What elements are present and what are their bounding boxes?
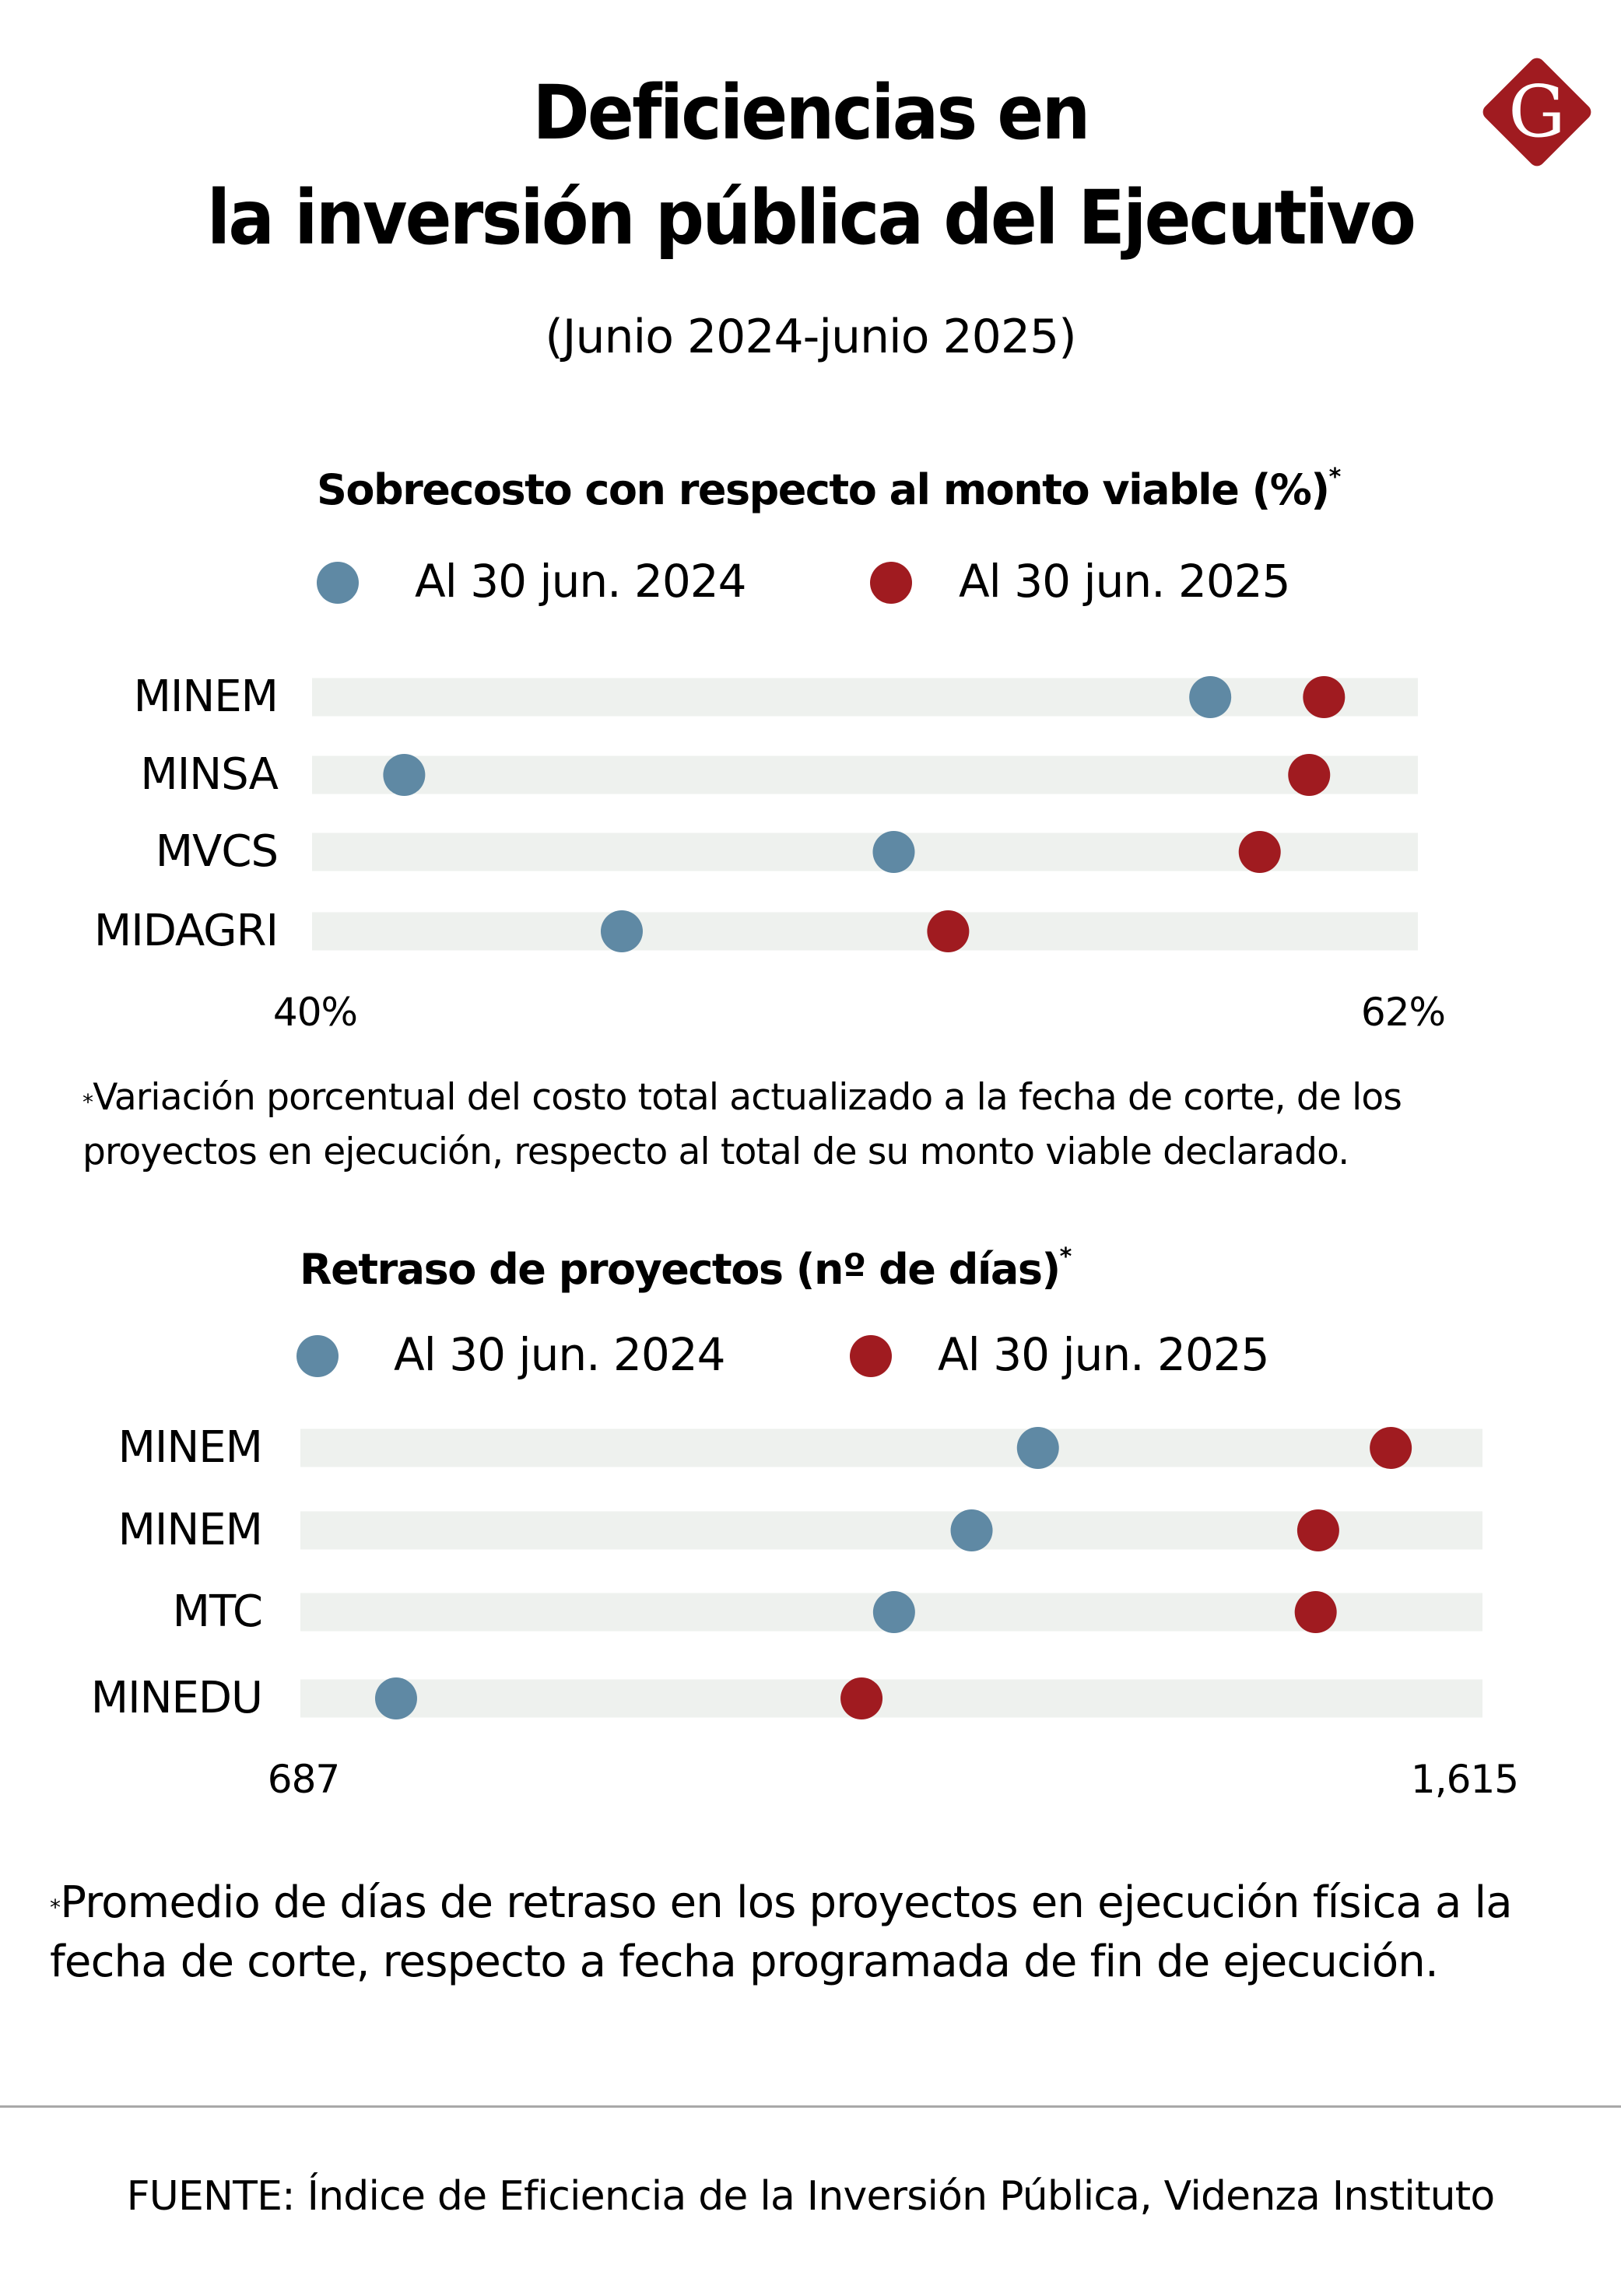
chart2-dot-2024-1 [950, 1509, 993, 1551]
chart1-footnote-line-2: proyectos en ejecución, respecto al tota… [82, 1130, 1349, 1173]
chart2-dot-2025-3 [840, 1677, 883, 1719]
chart2-track-0 [300, 1428, 1482, 1467]
chart1-legend-label-2025: Al 30 jun. 2025 [959, 555, 1291, 608]
chart1-footnote-line-1: *Variación porcentual del costo total ac… [82, 1071, 1402, 1125]
chart1-dot-2024-2 [872, 831, 915, 873]
chart2-dot-2025-0 [1370, 1427, 1412, 1469]
chart1-dot-2024-1 [383, 754, 426, 796]
chart2-dot-2024-3 [374, 1677, 417, 1719]
chart2-footnote-marker: * [50, 1895, 61, 1920]
chart2-tick-max: 1,615 [1410, 1757, 1519, 1802]
chart1-tick-max: 62% [1360, 990, 1446, 1035]
chart1-row-label-2: MVCS [155, 826, 279, 877]
chart2-title-text: Retraso de proyectos (nº de días) [300, 1245, 1061, 1294]
chart1-row-label-1: MINSA [140, 749, 279, 800]
chart1-tick-min: 40% [272, 990, 358, 1035]
logo-diamond [1482, 58, 1591, 167]
chart1-dot-2024-0 [1189, 676, 1232, 718]
chart2-row-label-1: MINEM [118, 1505, 263, 1555]
chart1-title: Sobrecosto con respecto al monto viable … [317, 466, 1341, 511]
chart1-track-0 [312, 678, 1418, 717]
title-line-2: la inversión pública del Ejecutivo [206, 174, 1416, 261]
chart1-dot-2024-3 [600, 910, 643, 952]
subtitle: (Junio 2024-junio 2025) [545, 310, 1076, 364]
chart2-footnote-text-1: Promedio de días de retraso en los proye… [60, 1877, 1512, 1928]
chart1-dot-2025-1 [1288, 754, 1331, 796]
chart2-title-marker: * [1059, 1243, 1072, 1271]
chart2-footnote-line-1: *Promedio de días de retraso en los proy… [50, 1874, 1513, 1933]
chart2-dot-2024-2 [872, 1591, 915, 1633]
chart1-track-3 [312, 912, 1418, 951]
chart1-row-label-3: MIDAGRI [93, 906, 279, 956]
chart2-legend-dot-2025 [850, 1335, 892, 1377]
title-line-1: Deficiencias en [532, 69, 1090, 156]
chart1-track-1 [312, 755, 1418, 794]
chart2-track-1 [300, 1511, 1482, 1550]
source-note: FUENTE: Índice de Eficiencia de la Inver… [126, 2173, 1496, 2220]
diamond-g-logo-icon: G [1482, 58, 1591, 167]
chart2-dot-2024-0 [1016, 1427, 1059, 1469]
chart1-track-2 [312, 833, 1418, 871]
chart2-track-3 [300, 1679, 1482, 1718]
footer-divider [0, 2105, 1621, 2108]
chart1-dot-2025-3 [927, 910, 970, 952]
chart1-footnote-text-1: Variación porcentual del costo total act… [93, 1076, 1402, 1119]
logo-letter: G [1508, 70, 1566, 153]
chart2-legend-label-2024: Al 30 jun. 2024 [394, 1328, 726, 1381]
chart1-legend-dot-2024 [317, 562, 359, 604]
chart2-row-label-2: MTC [172, 1586, 263, 1637]
chart1-title-marker: * [1328, 464, 1342, 491]
chart2-row-label-0: MINEM [118, 1422, 263, 1473]
chart1-legend-label-2024: Al 30 jun. 2024 [415, 555, 747, 608]
chart2-legend-label-2025: Al 30 jun. 2025 [938, 1328, 1270, 1381]
chart2-row-label-3: MINEDU [90, 1673, 263, 1723]
chart2-footnote-line-2: fecha de corte, respecto a fecha program… [50, 1937, 1439, 1987]
chart1-dot-2025-2 [1238, 831, 1281, 873]
chart1-row-label-0: MINEM [133, 671, 279, 722]
chart1-footnote-marker: * [82, 1089, 93, 1115]
chart1-title-text: Sobrecosto con respecto al monto viable … [317, 465, 1330, 514]
chart2-legend-dot-2024 [296, 1335, 339, 1377]
chart2-tick-min: 687 [267, 1757, 340, 1802]
chart2-title: Retraso de proyectos (nº de días)* [300, 1246, 1072, 1291]
chart1-legend-dot-2025 [870, 562, 912, 604]
chart1-dot-2025-0 [1303, 676, 1346, 718]
chart2-dot-2025-2 [1294, 1591, 1337, 1633]
chart2-dot-2025-1 [1296, 1509, 1339, 1551]
